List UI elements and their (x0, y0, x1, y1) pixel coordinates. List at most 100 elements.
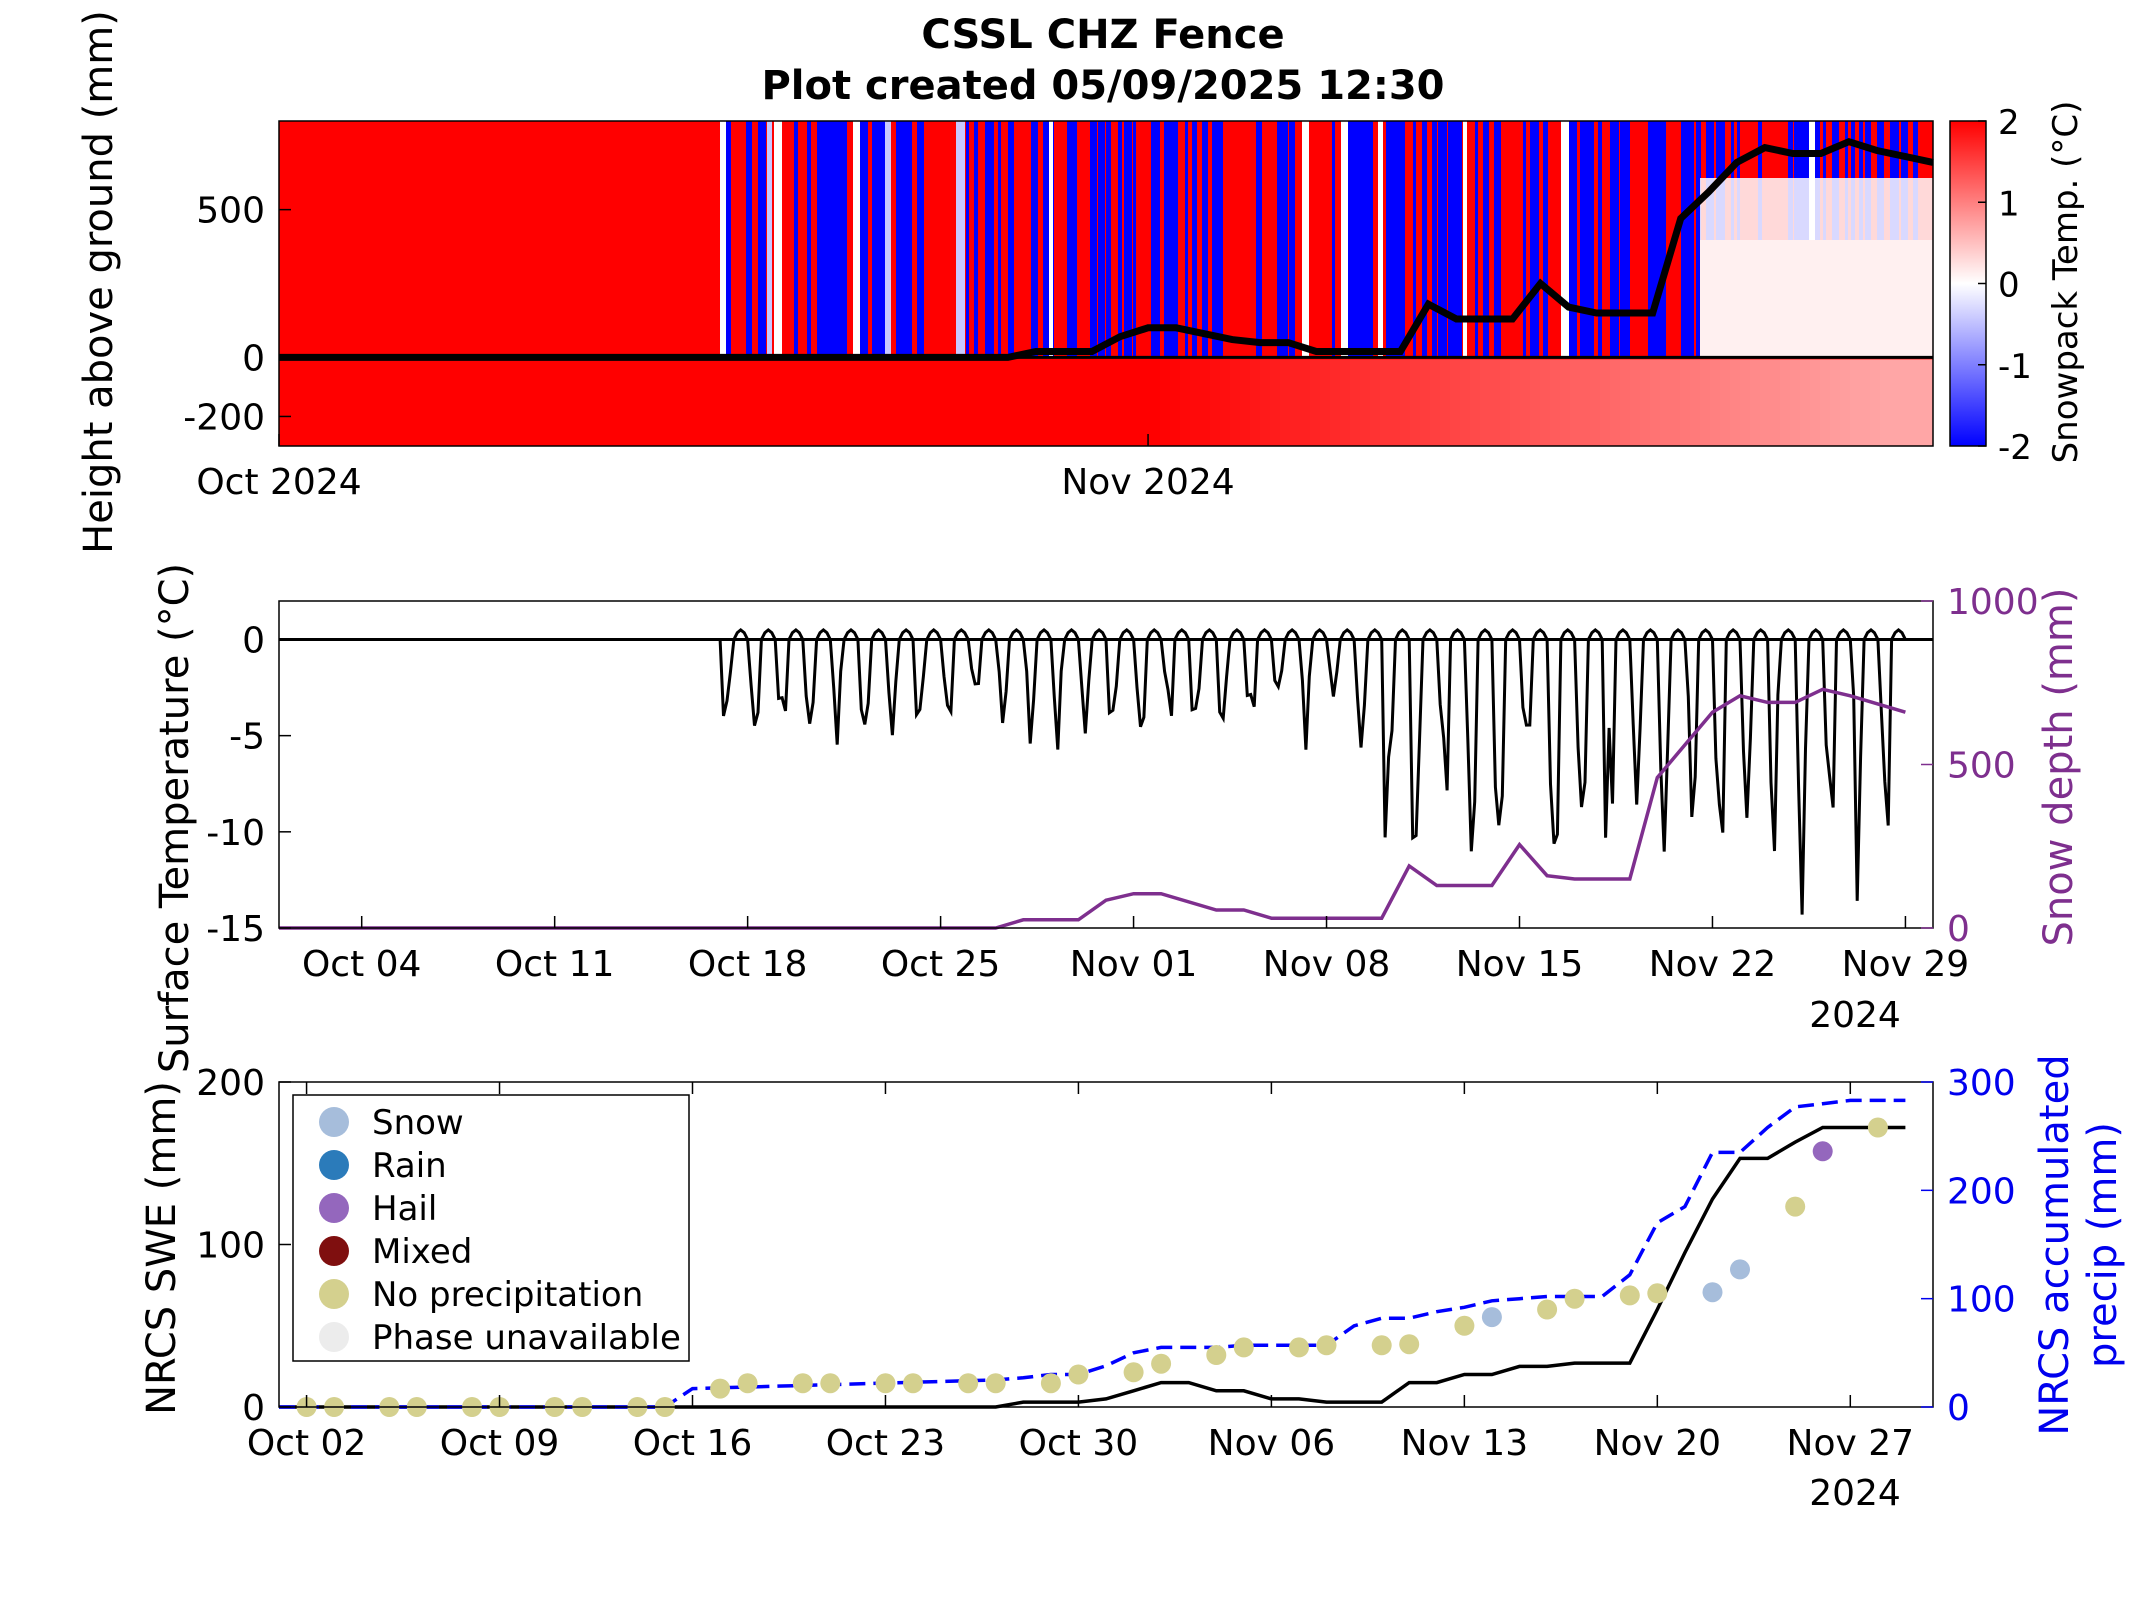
heatmap-stripe (726, 121, 731, 358)
heatmap-stripe (1523, 121, 1526, 358)
heatmap-ground-cell (1300, 359, 1310, 446)
heatmap-stripe (1626, 121, 1630, 358)
heatmap-ground-cell (1830, 359, 1840, 446)
heatmap-stripe (1043, 121, 1054, 358)
colorbar-tick-label: -2 (1998, 428, 2032, 468)
p2-x-tick-label: Oct 04 (302, 944, 422, 985)
heatmap-ground-cell (1250, 359, 1260, 446)
heatmap-ground-cell (1390, 359, 1400, 446)
heatmap-ground-cell (1190, 359, 1200, 446)
heatmap-stripe (905, 121, 912, 358)
heatmap-ground-cell (1410, 359, 1420, 446)
heatmap-ground-cell (1820, 359, 1830, 446)
precip-phase-marker (1812, 1141, 1833, 1162)
heatmap-stripe (1432, 121, 1437, 358)
heatmap-stripe (1118, 121, 1122, 358)
heatmap-stripe (1361, 121, 1372, 358)
heatmap-neutral-block (1700, 240, 1933, 358)
heatmap-ground-cell (1590, 359, 1600, 446)
heatmap-ground-cell (1710, 359, 1720, 446)
p3-y2-label-line2: precip (mm) (2080, 1122, 2126, 1368)
p2-x-tick-label: Oct 11 (495, 944, 615, 985)
heatmap-stripe (974, 121, 978, 358)
heatmap-ground-cell (1460, 359, 1470, 446)
heatmap-stripe (1610, 121, 1619, 358)
p2-year-label: 2024 (1809, 995, 1901, 1036)
heatmap-stripe (1073, 121, 1076, 358)
precip-phase-marker (1399, 1334, 1420, 1355)
heatmap-stripe (872, 121, 880, 358)
heatmap-ground-cell (1630, 359, 1640, 446)
heatmap-stripe (767, 121, 772, 358)
heatmap-stripe (1355, 121, 1362, 358)
p2-x-tick-label: Nov 29 (1842, 944, 1970, 985)
heatmap-stripe (1654, 121, 1664, 358)
heatmap-stripe (720, 121, 727, 358)
panel-surface-temperature: 0 -5 -10 -15 1000 500 0 Oct 04 Oct 11 Oct 18 Oct 2… (206, 582, 2038, 985)
heatmap-ground-cell (1200, 359, 1210, 446)
heatmap-stripe (1598, 121, 1602, 358)
heatmap-stripe (879, 121, 886, 358)
heatmap-ground-cell (1890, 359, 1900, 446)
heatmap-stripe (998, 121, 1001, 358)
p2-x-tick-label: Nov 22 (1649, 944, 1777, 985)
snow-depth-series-line (279, 687, 1906, 930)
heatmap-ground-cell (1550, 359, 1560, 446)
heatmap-ground-cell (1310, 359, 1320, 446)
heatmap-ground-cell (1170, 359, 1180, 446)
heatmap-ground-cell (1850, 359, 1860, 446)
heatmap-stripe (838, 121, 847, 358)
p2-y2-label: Snow depth (mm) (2036, 588, 2082, 947)
heatmap-ground-cell (1910, 359, 1920, 446)
heatmap-ground-cell (1880, 359, 1890, 446)
heatmap-ground-cell (1660, 359, 1670, 446)
heatmap-ground-cell (1510, 359, 1520, 446)
legend-marker (319, 1322, 349, 1352)
heatmap-ground-cell (1180, 359, 1190, 446)
heatmap-stripe (1202, 121, 1208, 358)
heatmap-stripe (1395, 121, 1405, 358)
heatmap-ground-cell (1400, 359, 1410, 446)
p3-year-label: 2024 (1809, 1473, 1901, 1514)
heatmap-stripe (896, 121, 907, 358)
heatmap-stripe (956, 121, 965, 358)
precip-phase-marker (1867, 1117, 1888, 1138)
heatmap-ground-cell (1870, 359, 1880, 446)
p3-x-tick-label: Nov 20 (1594, 1423, 1722, 1464)
legend-label: Mixed (372, 1232, 472, 1272)
heatmap-ground-cell (1600, 359, 1610, 446)
p2-y2-tick-label: 500 (1947, 746, 2016, 787)
heatmap-stripe (1543, 121, 1548, 358)
legend-label: Hail (372, 1189, 437, 1229)
p2-y-tick-label: -10 (206, 813, 265, 854)
heatmap-ground-cell (1230, 359, 1240, 446)
heatmap-stripe (1212, 121, 1223, 358)
heatmap-ground-cell (1640, 359, 1650, 446)
heatmap-ground-cell (1760, 359, 1770, 446)
precip-phase-marker (1068, 1364, 1089, 1385)
heatmap-stripe (1348, 121, 1357, 358)
heatmap-stripe (1648, 121, 1658, 358)
legend-label: No precipitation (372, 1275, 643, 1315)
heatmap-stripe (1256, 121, 1262, 358)
heatmap-stripe (1185, 121, 1188, 358)
precip-phase-marker (710, 1378, 731, 1399)
heatmap-stripe (774, 121, 782, 358)
heatmap-ground-cell (1480, 359, 1490, 446)
heatmap-stripe (1164, 121, 1173, 358)
precip-phase-marker (1454, 1315, 1475, 1336)
heatmap-ground-cell (1500, 359, 1510, 446)
heatmap-ground-cell (1290, 359, 1300, 446)
heatmap-stripe (1569, 121, 1577, 358)
heatmap-stripe (1561, 121, 1571, 358)
p2-x-tick-label: Nov 01 (1070, 944, 1198, 985)
heatmap-ground-cell (1670, 359, 1680, 446)
heatmap-ground-cell (1160, 359, 1170, 446)
heatmap-stripe (1580, 121, 1591, 358)
heatmap-stripe (1386, 121, 1397, 358)
heatmap-stripe (1620, 121, 1628, 358)
heatmap-ground-cell (1540, 359, 1550, 446)
precip-phase-marker (903, 1373, 923, 1394)
